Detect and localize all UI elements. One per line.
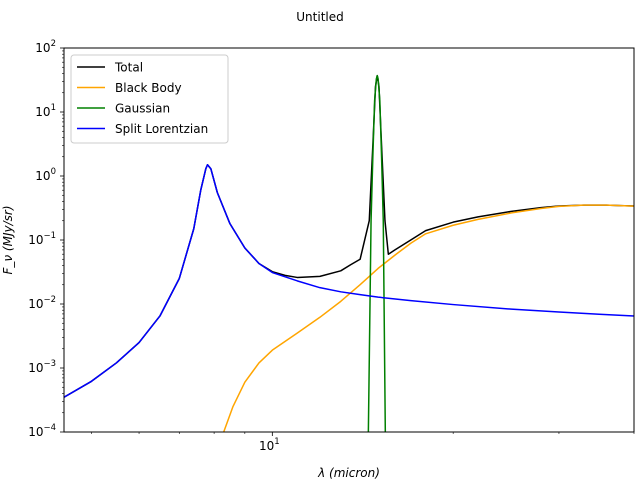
y-tick-label: 10−2 [28,295,56,311]
legend-label: Black Body [115,81,182,95]
legend-label: Gaussian [115,102,170,116]
chart-title: Untitled [296,10,343,24]
legend-box [70,54,229,144]
y-axis-label-group: F_ν (MJy/sr) [1,205,15,274]
series-line-black-body [223,204,634,432]
series-line-split-lorentzian [64,163,634,398]
y-tick-label: 10−4 [28,423,56,439]
series-layer [64,74,634,432]
y-tick-label: 10−3 [28,359,56,375]
x-axis-label: λ (micron) [317,466,380,480]
y-tick-label: 102 [35,39,56,55]
y-tick-label: 100 [35,167,56,183]
legend-label: Total [114,61,143,75]
legend: Total Black Body Gaussian Split Lorentzian [70,54,229,144]
legend-label: Split Lorentzian [115,122,208,136]
y-tick-label: 10−1 [28,231,56,247]
y-axis-label: F_ν (MJy/sr) [1,205,15,274]
axis-ticks: 10−4 10−3 10−2 10−1 100 101 102 101 [28,39,635,453]
x-tick-label: 101 [259,437,280,453]
y-tick-label: 101 [35,103,56,119]
series-line-gaussian [367,74,387,432]
